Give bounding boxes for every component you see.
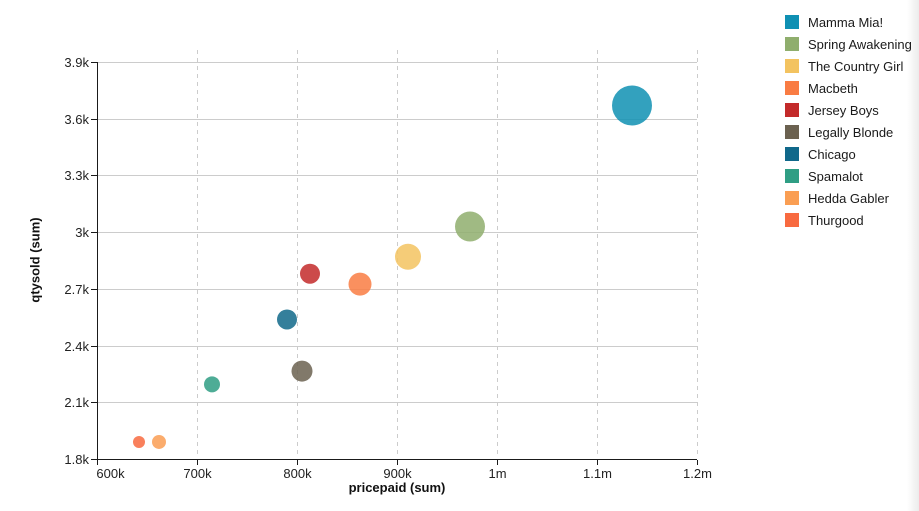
y-tick-label: 3.9k <box>64 55 89 70</box>
bubble-spring-awakening[interactable] <box>455 211 485 242</box>
x-tick-label: 800k <box>283 466 312 481</box>
legend-item-spring-awakening[interactable]: Spring Awakening <box>785 36 915 52</box>
y-tick-label: 2.7k <box>64 282 89 297</box>
bubble-jersey-boys[interactable] <box>300 263 320 284</box>
legend-item-jersey-boys[interactable]: Jersey Boys <box>785 102 915 118</box>
bubble-thurgood[interactable] <box>133 435 145 448</box>
legend-swatch <box>785 191 799 205</box>
y-tick-label: 3k <box>75 225 89 240</box>
bubble-spamalot[interactable] <box>204 376 220 393</box>
legend-item-chicago[interactable]: Chicago <box>785 146 915 162</box>
legend-swatch <box>785 15 799 29</box>
legend-label: The Country Girl <box>808 58 904 74</box>
y-axis-title: qtysold (sum) <box>27 217 43 303</box>
y-tick-label: 3.3k <box>64 168 89 183</box>
legend-label: Macbeth <box>808 80 858 96</box>
x-tick-label: 700k <box>183 466 212 481</box>
x-axis-title: pricepaid (sum) <box>348 480 446 495</box>
x-tick-label: 1.1m <box>583 466 612 481</box>
bubble-legally-blonde[interactable] <box>291 360 313 382</box>
legend-label: Spamalot <box>808 168 863 184</box>
bubble-hedda-gabler[interactable] <box>152 434 166 449</box>
x-tick-label: 900k <box>383 466 412 481</box>
bubble-macbeth[interactable] <box>348 272 372 296</box>
bubble-chicago[interactable] <box>277 309 297 330</box>
legend-item-spamalot[interactable]: Spamalot <box>785 168 915 184</box>
legend-item-hedda-gabler[interactable]: Hedda Gabler <box>785 190 915 206</box>
legend-label: Spring Awakening <box>808 36 912 52</box>
legend-item-mamma-mia[interactable]: Mamma Mia! <box>785 14 915 30</box>
legend-item-macbeth[interactable]: Macbeth <box>785 80 915 96</box>
legend-item-the-country-girl[interactable]: The Country Girl <box>785 58 915 74</box>
legend-label: Thurgood <box>808 212 864 228</box>
bubble-the-country-girl[interactable] <box>395 243 421 270</box>
bubble-mamma-mia[interactable] <box>612 85 652 126</box>
legend-swatch <box>785 37 799 51</box>
x-tick-label: 600k <box>96 466 125 481</box>
legend-swatch <box>785 81 799 95</box>
y-tick-label: 3.6k <box>64 112 89 127</box>
legend-swatch <box>785 147 799 161</box>
legend-label: Chicago <box>808 146 856 162</box>
legend-label: Hedda Gabler <box>808 190 889 206</box>
legend-item-legally-blonde[interactable]: Legally Blonde <box>785 124 915 140</box>
legend-swatch <box>785 103 799 117</box>
legend-label: Jersey Boys <box>808 102 879 118</box>
legend-swatch <box>785 213 799 227</box>
y-tick-label: 1.8k <box>64 452 89 467</box>
legend-swatch <box>785 59 799 73</box>
legend-swatch <box>785 125 799 139</box>
legend-label: Legally Blonde <box>808 124 894 140</box>
y-tick-label: 2.1k <box>64 395 89 410</box>
x-tick-label: 1.2m <box>683 466 712 481</box>
legend-label: Mamma Mia! <box>808 14 884 30</box>
legend: Mamma Mia! Spring Awakening The Country Gi… <box>785 15 915 235</box>
y-tick-label: 2.4k <box>64 339 89 354</box>
legend-swatch <box>785 169 799 183</box>
x-tick-label: 1m <box>488 466 506 481</box>
legend-item-thurgood[interactable]: Thurgood <box>785 212 915 228</box>
